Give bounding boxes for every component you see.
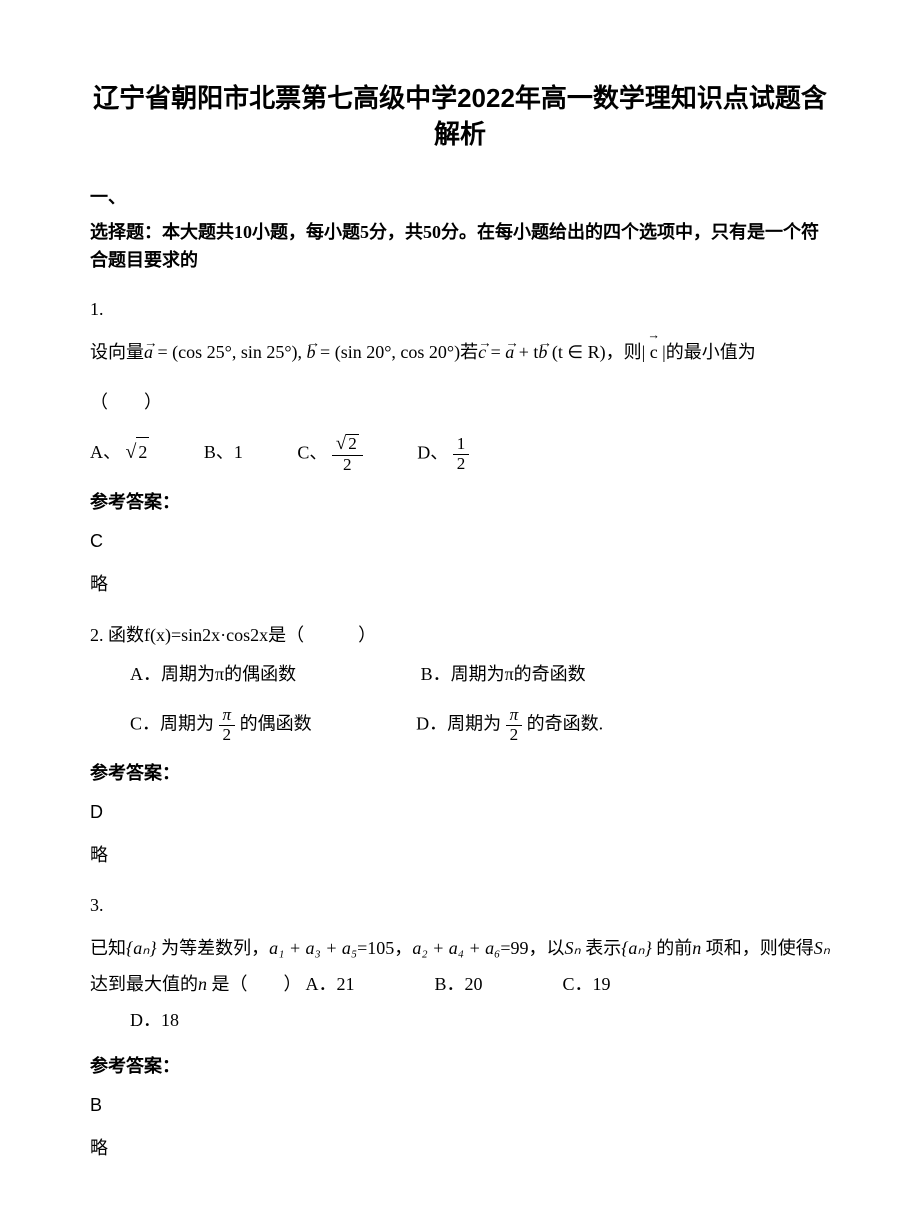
answer-value: D bbox=[90, 798, 830, 827]
answer-label: 参考答案： bbox=[90, 488, 830, 517]
document-title: 辽宁省朝阳市北票第七高级中学2022年高一数学理知识点试题含解析 bbox=[90, 80, 830, 153]
expr2: a₂ + a₄ + a₆ bbox=[412, 938, 500, 958]
text-middle: 若 bbox=[460, 342, 478, 362]
section-description: 选择题：本大题共10小题，每小题5分，共50分。在每小题给出的四个选项中，只有是… bbox=[90, 218, 830, 276]
answer-label: 参考答案： bbox=[90, 759, 830, 788]
sequence-an2: {aₙ} bbox=[621, 938, 652, 958]
option-c: C．周期为 π 2 的偶函数 bbox=[130, 706, 312, 745]
condition: (t ∈ R) bbox=[547, 342, 605, 362]
question-text: 设向量a = (cos 25°, sin 25°), b = (sin 20°,… bbox=[90, 334, 830, 370]
vector-a2: a bbox=[505, 342, 514, 362]
option-b: B．周期为π的奇函数 bbox=[421, 660, 586, 689]
question-3: 3. 已知{aₙ} 为等差数列，a₁ + a₃ + a₅=105，a₂ + a₄… bbox=[90, 891, 830, 1162]
option-a: A、 √2 bbox=[90, 437, 149, 469]
question-number: 3. bbox=[90, 891, 830, 920]
question-text: 2. 函数f(x)=sin2x·cos2x是（ ） bbox=[90, 621, 830, 650]
fraction-d: π 2 bbox=[506, 706, 523, 745]
var-n: n bbox=[692, 938, 701, 958]
vector-b: b bbox=[307, 342, 316, 362]
question-number: 1. bbox=[90, 295, 830, 324]
fraction-c: √2 2 bbox=[332, 434, 363, 474]
answer-label: 参考答案： bbox=[90, 1052, 830, 1081]
answer-note: 略 bbox=[90, 1134, 830, 1163]
magnitude-c: →| c | bbox=[642, 334, 666, 370]
options-row-cd: C．周期为 π 2 的偶函数 D．周期为 π 2 的奇函数. bbox=[130, 706, 830, 745]
option-d: D、 1 2 bbox=[417, 435, 469, 474]
vector-c: c bbox=[478, 342, 486, 362]
option-a: A．21 bbox=[306, 966, 355, 1002]
option-b: B、1 bbox=[204, 438, 243, 467]
question-2: 2. 函数f(x)=sin2x·cos2x是（ ） A．周期为π的偶函数 B．周… bbox=[90, 621, 830, 870]
section-heading: 一、 bbox=[90, 183, 830, 212]
question-paren: （ ） bbox=[90, 384, 830, 420]
answer-note: 略 bbox=[90, 570, 830, 599]
vector-b2: b bbox=[538, 342, 547, 362]
option-a: A．周期为π的偶函数 bbox=[130, 660, 296, 689]
question-text: 已知{aₙ} 为等差数列，a₁ + a₃ + a₅=105，a₂ + a₄ + … bbox=[90, 930, 830, 1038]
expr-a: = (cos 25°, sin 25°), bbox=[153, 342, 307, 362]
option-c: C、 √2 2 bbox=[297, 434, 362, 474]
sequence-an: {aₙ} bbox=[126, 938, 157, 958]
expr-b: = (sin 20°, cos 20°) bbox=[316, 342, 461, 362]
option-d: D．周期为 π 2 的奇函数. bbox=[416, 706, 603, 745]
text-prefix: 设向量 bbox=[90, 342, 144, 362]
answer-value: B bbox=[90, 1091, 830, 1120]
fraction-d: 1 2 bbox=[453, 435, 470, 474]
option-c: C．19 bbox=[563, 966, 611, 1002]
answer-value: C bbox=[90, 527, 830, 556]
var-n2: n bbox=[198, 974, 207, 994]
sn: Sₙ bbox=[565, 938, 581, 958]
sqrt-2: √2 bbox=[126, 437, 150, 469]
expr1: a₁ + a₃ + a₅ bbox=[269, 938, 357, 958]
vector-a: a bbox=[144, 342, 153, 362]
question-1: 1. 设向量a = (cos 25°, sin 25°), b = (sin 2… bbox=[90, 295, 830, 599]
fraction-c: π 2 bbox=[219, 706, 236, 745]
answer-note: 略 bbox=[90, 841, 830, 870]
sn2: Sₙ bbox=[814, 938, 830, 958]
option-d: D．18 bbox=[130, 1002, 179, 1038]
suffix1: ，则 bbox=[606, 342, 642, 362]
options-row-ab: A．周期为π的偶函数 B．周期为π的奇函数 bbox=[130, 660, 830, 689]
options-row: A、 √2 B、1 C、 √2 2 D、 1 2 bbox=[90, 434, 830, 474]
option-b: B．20 bbox=[435, 966, 483, 1002]
suffix2: 的最小值为 bbox=[666, 342, 756, 362]
